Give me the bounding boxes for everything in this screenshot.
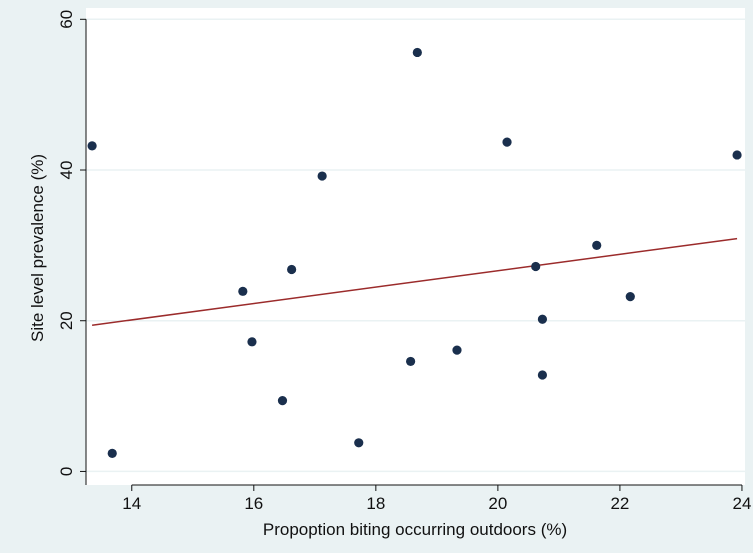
data-point — [354, 438, 364, 448]
data-point — [247, 337, 257, 347]
x-tick-label: 24 — [732, 494, 751, 513]
data-point — [592, 240, 602, 250]
data-point — [287, 264, 297, 275]
y-tick-label: 40 — [57, 161, 76, 180]
fit-line-layer — [92, 237, 738, 326]
axes — [80, 18, 743, 491]
data-point — [537, 314, 548, 324]
gridlines — [86, 18, 745, 473]
fit-line — [92, 237, 738, 326]
data-point — [452, 345, 462, 355]
x-tick-label: 14 — [122, 494, 141, 513]
data-points — [87, 47, 742, 458]
x-tick-label: 16 — [244, 494, 263, 513]
data-point — [107, 448, 117, 458]
y-tick-label: 0 — [57, 467, 76, 476]
data-point — [87, 141, 97, 151]
data-point — [502, 137, 512, 147]
x-axis-title: Propoption biting occurring outdoors (%) — [263, 520, 567, 539]
data-point — [625, 292, 635, 302]
tick-labels: 0 20 40 60 14 16 18 20 22 24 — [57, 10, 751, 513]
data-point — [317, 171, 327, 181]
data-point — [406, 356, 416, 367]
data-point — [412, 47, 422, 58]
data-point — [537, 370, 548, 380]
x-tick-label: 20 — [488, 494, 507, 513]
data-point — [238, 286, 248, 296]
x-tick-label: 22 — [610, 494, 629, 513]
x-tick-label: 18 — [366, 494, 385, 513]
data-point — [732, 150, 742, 160]
y-tick-label: 60 — [57, 10, 76, 29]
data-point — [277, 396, 288, 406]
data-point — [531, 261, 541, 272]
y-tick-label: 20 — [57, 311, 76, 330]
y-axis-title: Site level prevalence (%) — [28, 154, 47, 342]
plot-area — [86, 8, 745, 485]
